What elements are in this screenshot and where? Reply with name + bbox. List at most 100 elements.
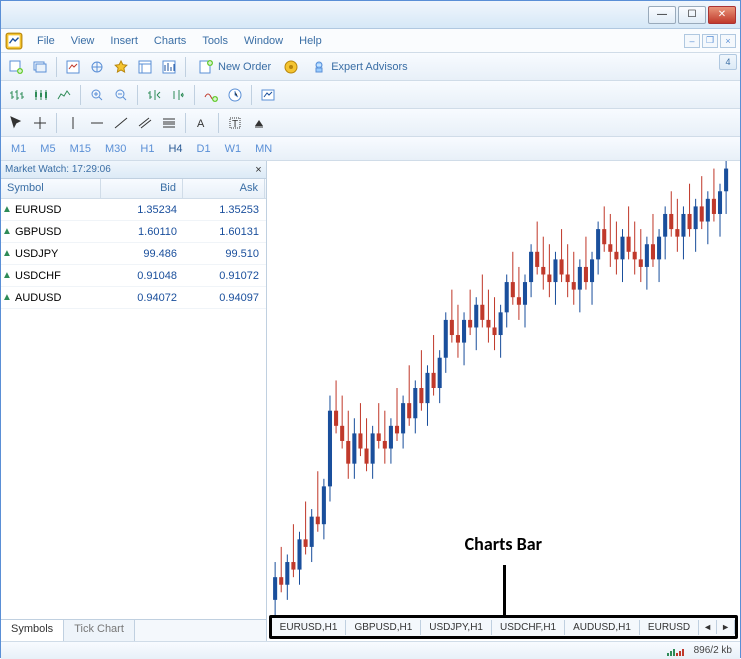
menu-charts[interactable]: Charts <box>146 32 194 50</box>
candlestick-button[interactable] <box>29 84 51 106</box>
trendline-button[interactable] <box>110 112 132 134</box>
timeframe-m30[interactable]: M30 <box>99 141 132 157</box>
crosshair-button[interactable] <box>29 112 51 134</box>
cursor-button[interactable] <box>5 112 27 134</box>
expert-advisors-button[interactable]: Expert Advisors <box>304 56 414 78</box>
periodicity-button[interactable] <box>224 84 246 106</box>
symbols-tab[interactable]: Symbols <box>1 620 64 641</box>
horizontal-line-button[interactable] <box>86 112 108 134</box>
menu-view[interactable]: View <box>63 32 103 50</box>
chart-shift-button[interactable] <box>167 84 189 106</box>
metaquotes-button[interactable] <box>280 56 302 78</box>
ask-cell: 0.91072 <box>183 270 265 282</box>
charts-bar-scroll-right[interactable]: ► <box>717 620 735 634</box>
mdi-window-controls: – ❐ × <box>684 34 736 48</box>
symbol-cell: GBPUSD <box>13 226 101 238</box>
drawing-toolbar: A T <box>1 109 740 137</box>
window-close-button[interactable]: ✕ <box>708 6 736 24</box>
new-order-label: New Order <box>218 61 271 73</box>
chart-tab[interactable]: USDCHF,H1 <box>492 620 565 635</box>
main-toolbar: New Order Expert Advisors <box>1 53 740 81</box>
market-watch-tabs: Symbols Tick Chart <box>1 619 266 641</box>
market-watch-panel: Market Watch: 17:29:06 × Symbol Bid Ask … <box>1 161 267 641</box>
direction-up-icon: ▲ <box>1 204 13 215</box>
market-watch-close-button[interactable]: × <box>255 164 261 176</box>
mdi-close-button[interactable]: × <box>720 34 736 48</box>
column-ask[interactable]: Ask <box>183 179 265 198</box>
text-label-button[interactable]: T <box>224 112 246 134</box>
bid-cell: 1.35234 <box>101 204 183 216</box>
window-maximize-button[interactable]: ☐ <box>678 6 706 24</box>
market-watch-row[interactable]: ▲EURUSD1.352341.35253 <box>1 199 266 221</box>
chart-tab[interactable]: GBPUSD,H1 <box>346 620 421 635</box>
charts-bar: EURUSD,H1GBPUSD,H1USDJPY,H1USDCHF,H1AUDU… <box>269 615 738 639</box>
menu-insert[interactable]: Insert <box>102 32 146 50</box>
market-watch-toggle[interactable] <box>62 56 84 78</box>
favorites-button[interactable] <box>110 56 132 78</box>
fibonacci-button[interactable] <box>158 112 180 134</box>
market-watch-row[interactable]: ▲AUDUSD0.940720.94097 <box>1 287 266 309</box>
charts-bar-scroll-left[interactable]: ◄ <box>699 620 717 634</box>
zoom-in-button[interactable] <box>86 84 108 106</box>
market-watch-title: Market Watch: 17:29:06 × <box>1 161 266 179</box>
timeframe-h4[interactable]: H4 <box>162 141 188 157</box>
timeframe-m5[interactable]: M5 <box>34 141 61 157</box>
chart-tab[interactable]: USDJPY,H1 <box>421 620 492 635</box>
market-watch-row[interactable]: ▲GBPUSD1.601101.60131 <box>1 221 266 243</box>
menu-window[interactable]: Window <box>236 32 291 50</box>
annotation-pointer <box>503 565 506 615</box>
chart-tab[interactable]: EURUSD,H1 <box>272 620 347 635</box>
timeframe-bar: M1M5M15M30H1H4D1W1MN <box>1 137 740 161</box>
ask-cell: 99.510 <box>183 248 265 260</box>
market-watch-row[interactable]: ▲USDCHF0.910480.91072 <box>1 265 266 287</box>
chart-toolbar <box>1 81 740 109</box>
equidistant-channel-button[interactable] <box>134 112 156 134</box>
svg-text:A: A <box>197 118 205 130</box>
timeframe-m15[interactable]: M15 <box>64 141 97 157</box>
chart-tab[interactable]: AUDUSD,H1 <box>565 620 640 635</box>
templates-button[interactable] <box>257 84 279 106</box>
profiles-button[interactable] <box>29 56 51 78</box>
navigator-toggle[interactable] <box>86 56 108 78</box>
expert-advisors-label: Expert Advisors <box>331 61 407 73</box>
notifications-badge[interactable]: 4 <box>719 54 737 70</box>
arrows-button[interactable] <box>248 112 270 134</box>
strategy-tester-toggle[interactable] <box>158 56 180 78</box>
line-chart-button[interactable] <box>53 84 75 106</box>
chart-canvas[interactable]: Charts Bar <box>267 161 740 615</box>
workspace: Market Watch: 17:29:06 × Symbol Bid Ask … <box>1 161 740 641</box>
market-watch-header: Symbol Bid Ask <box>1 179 266 199</box>
menu-help[interactable]: Help <box>291 32 330 50</box>
ask-cell: 1.35253 <box>183 204 265 216</box>
window-titlebar: — ☐ ✕ <box>1 1 740 29</box>
data-window-toggle[interactable] <box>134 56 156 78</box>
timeframe-w1[interactable]: W1 <box>219 141 248 157</box>
timeframe-m1[interactable]: M1 <box>5 141 32 157</box>
column-bid[interactable]: Bid <box>101 179 183 198</box>
window-minimize-button[interactable]: — <box>648 6 676 24</box>
text-button[interactable]: A <box>191 112 213 134</box>
menu-tools[interactable]: Tools <box>194 32 236 50</box>
timeframe-h1[interactable]: H1 <box>134 141 160 157</box>
mdi-restore-button[interactable]: ❐ <box>702 34 718 48</box>
symbol-cell: EURUSD <box>13 204 101 216</box>
svg-text:T: T <box>232 119 238 130</box>
direction-up-icon: ▲ <box>1 226 13 237</box>
auto-scroll-button[interactable] <box>143 84 165 106</box>
tick-chart-tab[interactable]: Tick Chart <box>64 620 135 641</box>
mdi-minimize-button[interactable]: – <box>684 34 700 48</box>
new-order-button[interactable]: New Order <box>191 56 278 78</box>
column-symbol[interactable]: Symbol <box>1 179 101 198</box>
menu-file[interactable]: File <box>29 32 63 50</box>
indicators-button[interactable] <box>200 84 222 106</box>
bid-cell: 1.60110 <box>101 226 183 238</box>
market-watch-row[interactable]: ▲USDJPY99.48699.510 <box>1 243 266 265</box>
new-chart-button[interactable] <box>5 56 27 78</box>
timeframe-d1[interactable]: D1 <box>191 141 217 157</box>
zoom-out-button[interactable] <box>110 84 132 106</box>
vertical-line-button[interactable] <box>62 112 84 134</box>
chart-tab[interactable]: EURUSD <box>640 620 699 635</box>
timeframe-mn[interactable]: MN <box>249 141 278 157</box>
bar-chart-button[interactable] <box>5 84 27 106</box>
app-icon <box>5 32 23 50</box>
